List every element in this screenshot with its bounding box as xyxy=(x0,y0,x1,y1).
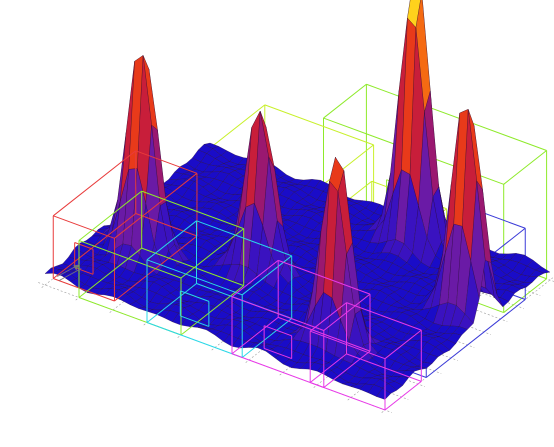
room-outline-edge xyxy=(141,190,244,230)
room-outline-edge xyxy=(278,316,371,352)
room-outline-edge xyxy=(309,302,347,332)
room-outline-edge xyxy=(278,259,371,295)
axis-arrow xyxy=(59,268,82,281)
room-outline-edge xyxy=(74,242,94,250)
room-outline-edge xyxy=(52,150,137,217)
room-outline-edge xyxy=(196,220,292,257)
room-outline-edge xyxy=(53,278,115,302)
room-outline-edge xyxy=(141,247,244,287)
room-outline-edge xyxy=(425,299,526,378)
room-outline-edge xyxy=(346,302,422,331)
axis-arrow-head xyxy=(73,264,80,271)
room-outline-edge xyxy=(323,83,367,119)
room-outline-edge xyxy=(346,353,422,382)
room-outline-edge xyxy=(180,315,210,327)
room-outline-edge xyxy=(264,104,374,146)
room-outline-edge xyxy=(231,353,324,388)
room-outline-edge xyxy=(53,215,115,239)
room-outline-edge xyxy=(366,83,547,151)
room-outline-edge xyxy=(231,316,279,355)
room-outline-edge xyxy=(146,220,197,261)
room-outline-edge xyxy=(74,267,94,275)
room-outline-edge xyxy=(309,353,347,383)
room-outline-edge xyxy=(146,322,243,358)
room-outline-edge xyxy=(180,290,210,302)
room-outline-edge xyxy=(180,228,245,279)
room-outline-edge xyxy=(263,347,292,360)
room-outline-edge xyxy=(135,150,198,174)
room-outline-edge xyxy=(78,247,143,298)
room-outline-edge xyxy=(310,330,386,360)
room-outline-edge xyxy=(114,172,198,239)
room-outline-edge xyxy=(180,285,245,336)
room-outline-edge xyxy=(384,329,422,360)
room-outline-edge xyxy=(384,381,422,411)
room-outline-edge xyxy=(231,259,279,298)
room-outline-edge xyxy=(78,240,182,279)
room-outlines-front xyxy=(52,150,422,411)
room-outline-edge xyxy=(263,325,292,337)
room-outline-edge xyxy=(310,382,386,411)
room-outline-edge xyxy=(241,318,293,358)
axis-origin-marker xyxy=(57,264,82,281)
room-outline-edge xyxy=(323,350,371,388)
room-outline-edge xyxy=(503,150,547,185)
surface-quad xyxy=(376,387,392,400)
room-outline-edge xyxy=(146,283,197,323)
room-outline-edge xyxy=(146,259,243,296)
room-outline-edge xyxy=(135,213,198,237)
room-outline-edge xyxy=(78,190,143,241)
